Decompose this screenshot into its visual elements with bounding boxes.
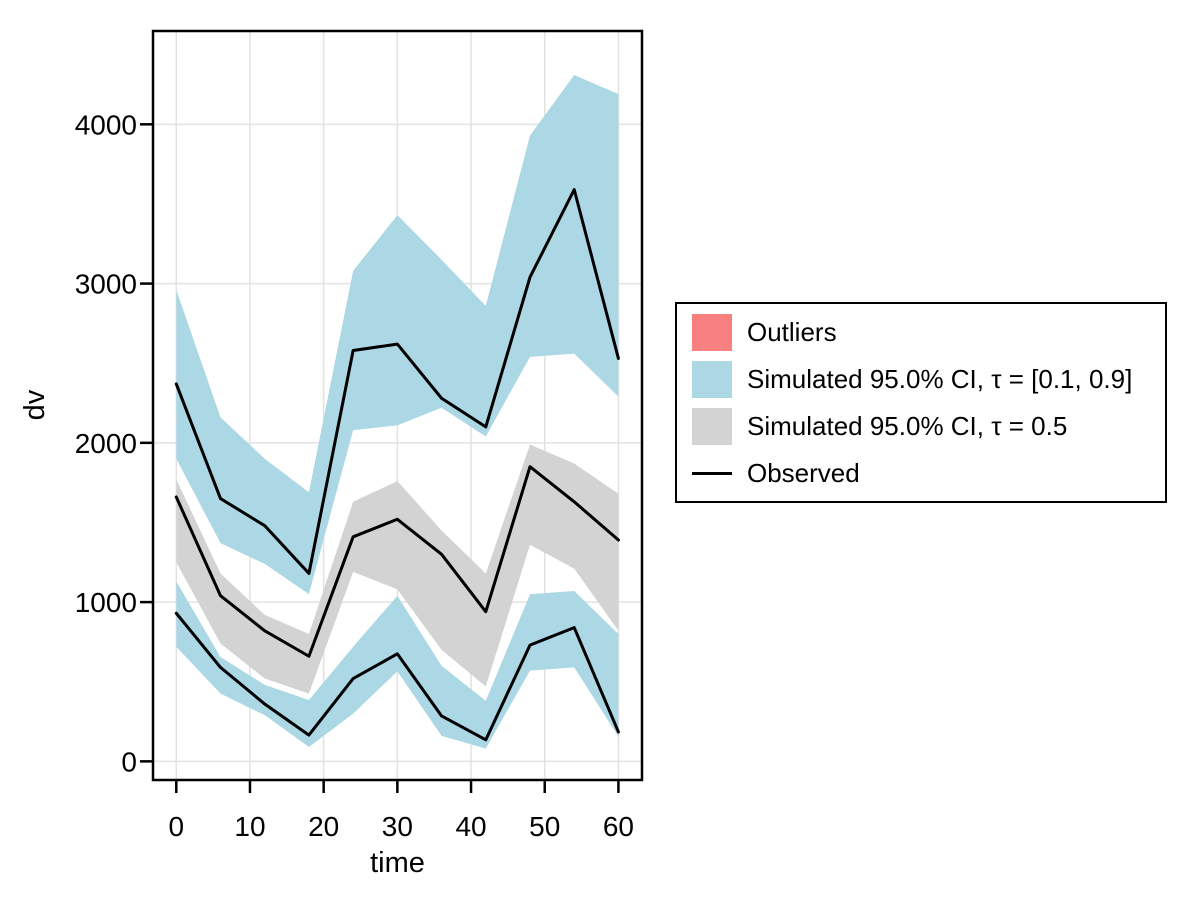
ci-band xyxy=(176,581,619,749)
y-tick-label: 0 xyxy=(121,746,137,777)
x-tick-label: 30 xyxy=(382,811,413,842)
y-tick-label: 2000 xyxy=(75,428,137,459)
y-tick-label: 4000 xyxy=(75,109,137,140)
x-tick-label: 20 xyxy=(308,811,339,842)
legend-item-outliers: Outliers xyxy=(692,309,1165,356)
ci-band xyxy=(176,74,619,595)
legend-item-simulated-ci-median: Simulated 95.0% CI, τ = 0.5 xyxy=(692,403,1165,450)
axis-ticks xyxy=(140,123,620,793)
legend-box: Outliers Simulated 95.0% CI, τ = [0.1, 0… xyxy=(675,302,1167,503)
outliers-swatch xyxy=(692,313,732,351)
x-axis-label: time xyxy=(370,847,425,879)
simulated-ci-outer-swatch xyxy=(692,360,732,398)
legend-item-label: Simulated 95.0% CI, τ = [0.1, 0.9] xyxy=(747,363,1133,394)
x-tick-label: 60 xyxy=(603,811,634,842)
y-tick-label: 3000 xyxy=(75,269,137,300)
ci-band xyxy=(176,444,619,694)
legend-item-observed: Observed xyxy=(692,450,1165,497)
observed-line xyxy=(174,611,620,742)
y-tick-label: 1000 xyxy=(75,587,137,618)
x-tick-label: 40 xyxy=(455,811,486,842)
simulated-ci-median-swatch xyxy=(692,407,732,445)
legend-item-label: Outliers xyxy=(747,316,837,347)
legend-item-label: Observed xyxy=(747,457,860,488)
plot-border xyxy=(151,29,644,782)
y-axis-label: dv xyxy=(19,389,51,420)
observed-line xyxy=(174,465,620,658)
observed-line xyxy=(174,188,620,575)
observed-line-swatch xyxy=(692,471,732,475)
tick-labels: 0 10 20 30 40 50 60 0 1000 2000 3000 4000 xyxy=(75,109,634,842)
x-tick-label: 0 xyxy=(168,811,184,842)
x-tick-label: 10 xyxy=(234,811,265,842)
legend-item-label: Simulated 95.0% CI, τ = 0.5 xyxy=(747,410,1068,441)
legend-item-simulated-ci-outer: Simulated 95.0% CI, τ = [0.1, 0.9] xyxy=(692,356,1165,403)
x-tick-label: 50 xyxy=(529,811,560,842)
